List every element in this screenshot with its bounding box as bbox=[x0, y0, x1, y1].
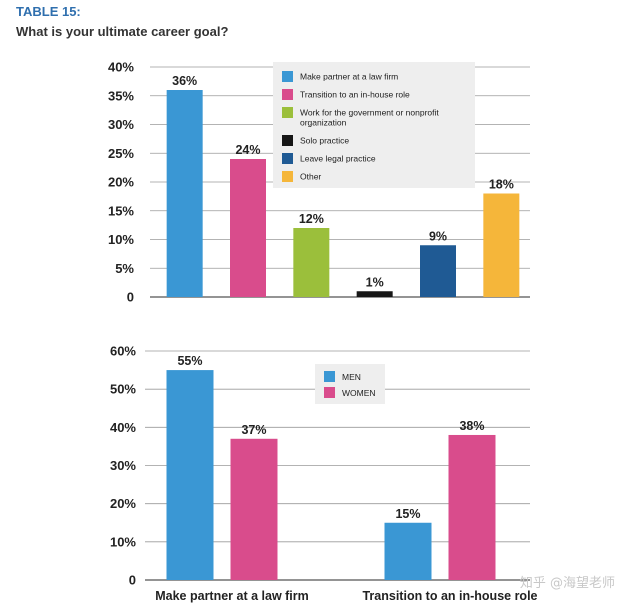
legend-swatch bbox=[282, 71, 293, 82]
legend-swatch bbox=[324, 387, 335, 398]
data-label: 15% bbox=[395, 507, 420, 521]
data-label: 9% bbox=[429, 229, 447, 243]
watermark: 知乎 @海望老师 bbox=[519, 576, 615, 591]
x-category-label: Transition to an in-house role bbox=[362, 589, 537, 603]
y-tick-label: 10% bbox=[108, 232, 134, 247]
x-category-label: Make partner at a law firm bbox=[155, 589, 309, 603]
bar bbox=[166, 90, 203, 297]
table-label: TABLE 15: bbox=[16, 4, 81, 19]
bar bbox=[230, 159, 266, 297]
data-label: 18% bbox=[489, 178, 514, 192]
bar bbox=[420, 245, 456, 297]
y-tick-label: 40% bbox=[108, 60, 134, 75]
y-tick-label: 15% bbox=[108, 203, 134, 218]
legend-label: Transition to an in-house role bbox=[300, 90, 410, 100]
legend-label: Make partner at a law firm bbox=[300, 72, 398, 82]
y-tick-label: 0 bbox=[129, 573, 136, 588]
data-label: 12% bbox=[299, 212, 324, 226]
legend-label: Other bbox=[300, 172, 321, 182]
y-tick-label: 40% bbox=[110, 420, 136, 435]
legend-swatch bbox=[282, 153, 293, 164]
chart-question: What is your ultimate career goal? bbox=[16, 24, 229, 39]
bar bbox=[230, 438, 278, 580]
career-goal-bar-chart: 0 5% 10% 15% 20% 25% 30% 35% 40% 36% 24% 12% 1% 9% 18%… bbox=[108, 60, 530, 305]
legend-label: WOMEN bbox=[342, 388, 376, 398]
data-label: 55% bbox=[177, 354, 202, 368]
bar bbox=[384, 522, 432, 580]
y-tick-label: 20% bbox=[108, 175, 134, 190]
data-label: 36% bbox=[172, 74, 197, 88]
legend-label: Solo practice bbox=[300, 136, 349, 146]
y-tick-label: 30% bbox=[110, 458, 136, 473]
y-tick-label: 60% bbox=[110, 344, 136, 359]
bar bbox=[293, 228, 330, 297]
legend-swatch bbox=[324, 371, 335, 382]
bar bbox=[356, 291, 393, 297]
legend-label: Work for the government or nonprofit bbox=[300, 108, 439, 118]
y-tick-label: 10% bbox=[110, 534, 136, 549]
legend-label: MEN bbox=[342, 372, 361, 382]
bar bbox=[483, 193, 520, 297]
y-tick-label: 5% bbox=[115, 261, 134, 276]
data-label: 1% bbox=[366, 275, 384, 289]
data-label: 37% bbox=[241, 423, 266, 437]
legend-label: organization bbox=[300, 118, 347, 128]
legend-swatch bbox=[282, 135, 293, 146]
y-tick-label: 35% bbox=[108, 88, 134, 103]
y-tick-label: 0 bbox=[127, 290, 134, 305]
legend-label: Leave legal practice bbox=[300, 154, 376, 164]
legend-box bbox=[273, 62, 475, 188]
legend-swatch bbox=[282, 107, 293, 118]
y-tick-label: 20% bbox=[110, 496, 136, 511]
bar bbox=[448, 434, 496, 580]
bar bbox=[166, 370, 214, 580]
legend-swatch bbox=[282, 89, 293, 100]
y-tick-label: 50% bbox=[110, 382, 136, 397]
data-label: 24% bbox=[235, 143, 260, 157]
y-tick-label: 25% bbox=[108, 146, 134, 161]
legend-swatch bbox=[282, 171, 293, 182]
data-label: 38% bbox=[459, 419, 484, 433]
y-tick-label: 30% bbox=[108, 117, 134, 132]
